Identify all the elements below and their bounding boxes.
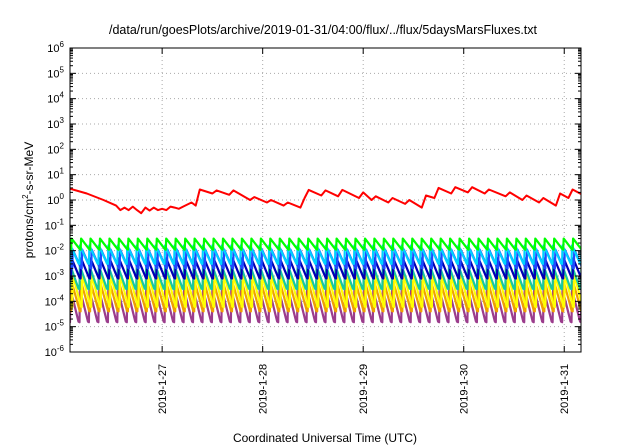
y-tick-label: 104 xyxy=(47,91,64,106)
y-tick-label: 101 xyxy=(47,167,64,182)
y-tick-label: 103 xyxy=(47,116,64,131)
y-tick-label: 10-5 xyxy=(45,319,65,334)
y-tick-label: 10-6 xyxy=(45,344,65,359)
x-tick-label: 2019-1-31 xyxy=(559,364,571,414)
chart-title: /data/run/goesPlots/archive/2019-01-31/0… xyxy=(109,23,538,37)
x-axis-label: Coordinated Universal Time (UTC) xyxy=(233,431,417,445)
x-tick-marks: 2019-1-27 2019-1-28 2019-1-29 2019-1-30 2019… xyxy=(157,48,571,414)
y-tick-label: 10-1 xyxy=(45,217,65,232)
y-tick-label: 105 xyxy=(47,65,64,80)
x-tick-label: 2019-1-30 xyxy=(459,364,471,414)
y-axis-label-base: protons/cm xyxy=(22,199,36,258)
y-axis-label-sup: 2 xyxy=(21,194,30,199)
series-layer xyxy=(70,186,581,324)
flux-series-line xyxy=(70,237,581,251)
y-tick-label: 100 xyxy=(47,192,64,207)
y-axis-label-rest: -s-sr-MeV xyxy=(22,142,36,195)
x-tick-label: 2019-1-27 xyxy=(157,364,169,414)
y-axis-label: protons/cm2-s-sr-MeV xyxy=(21,142,36,258)
y-tick-label: 102 xyxy=(47,141,64,156)
flux-series-line xyxy=(70,186,581,215)
x-tick-label: 2019-1-28 xyxy=(258,364,270,414)
y-tick-label: 10-2 xyxy=(45,243,65,258)
y-tick-label: 10-3 xyxy=(45,268,65,283)
y-tick-label: 106 xyxy=(47,40,64,55)
y-tick-label: 10-4 xyxy=(45,293,65,308)
x-tick-label: 2019-1-29 xyxy=(358,364,370,414)
y-tick-marks: 10-6 10-5 10-4 10-3 10-2 10-1 100 101 102 103 104 1… xyxy=(45,40,581,359)
